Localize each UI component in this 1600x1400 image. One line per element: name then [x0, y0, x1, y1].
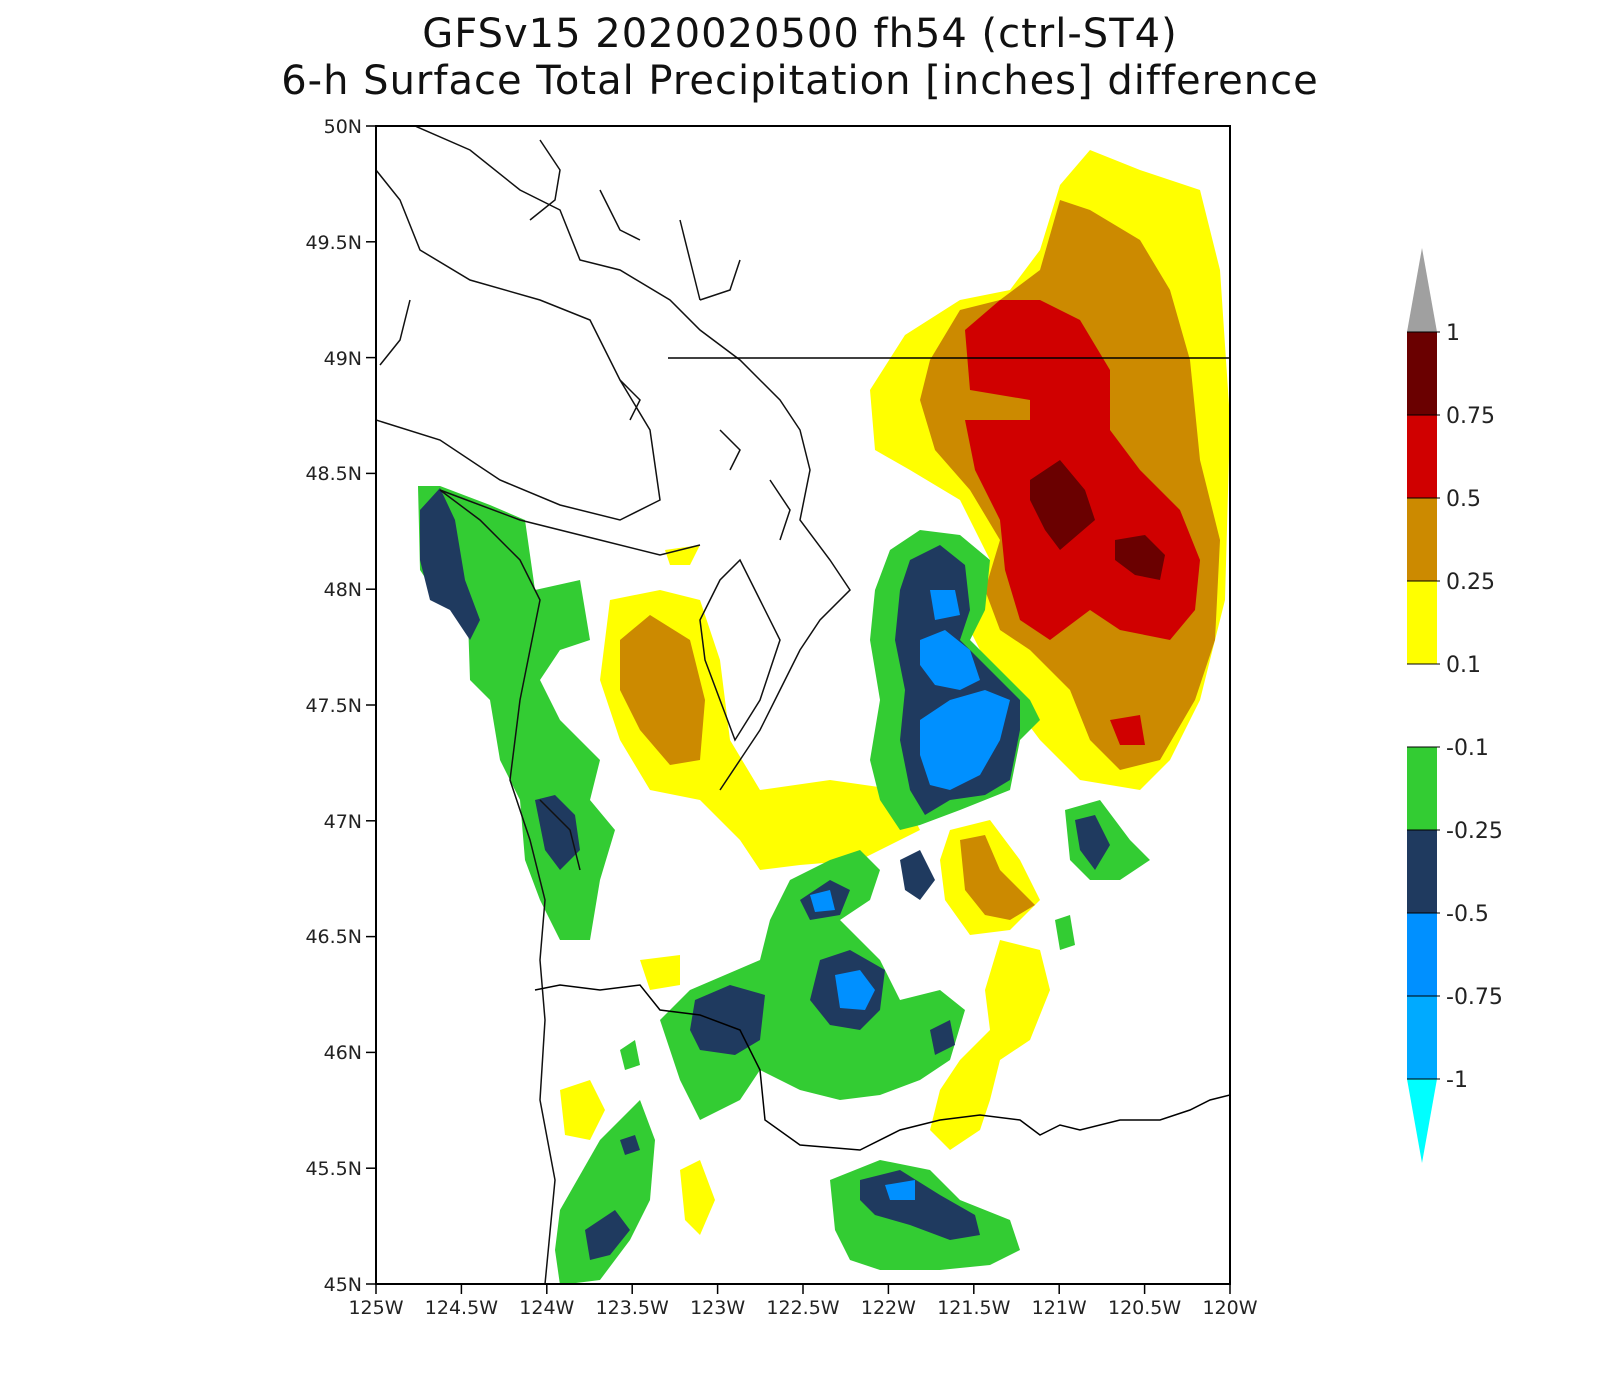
colorbar-label: 0.25	[1446, 570, 1495, 595]
contour-darkred-2	[1115, 535, 1165, 580]
y-tick-label: 49N	[324, 348, 362, 370]
contour-blue-cascades-1	[920, 630, 980, 690]
colorbar-label: 1	[1446, 321, 1460, 346]
colorbar-swatch	[1407, 996, 1437, 1079]
contour-yellow-or-2	[680, 1160, 715, 1235]
y-tick-labels: 45N 45.5N 46N 46.5N 47N 47.5N 48N 48.5N …	[305, 116, 362, 1296]
contour-blue-south	[835, 970, 875, 1010]
colorbar-label: 0.5	[1446, 487, 1481, 512]
coastline-olympic-coast	[439, 489, 556, 1284]
coastline-sound-9	[539, 799, 581, 871]
colorbar-swatch	[1407, 581, 1437, 664]
colorbar-under-triangle	[1407, 1079, 1437, 1163]
colorbar-swatch	[1407, 913, 1437, 996]
colorbar-label: -0.25	[1446, 819, 1503, 844]
contour-darkred-1	[1030, 460, 1095, 550]
x-tick-label: 122.5W	[766, 1297, 839, 1319]
coastline-juan-de-fuca	[439, 489, 701, 556]
political-borders	[534, 357, 1230, 1151]
coastline-sound-7	[719, 429, 741, 471]
y-tick-label: 48N	[324, 579, 362, 601]
y-tick-label: 47.5N	[305, 695, 362, 717]
colorbar-label: -0.75	[1446, 985, 1503, 1010]
contour-navy-south-4	[900, 850, 935, 900]
x-tick-label: 123W	[690, 1297, 745, 1319]
colorbar-label: -1	[1446, 1068, 1468, 1093]
x-tick-labels: 125W 124.5W 124W 123.5W 123W 122.5W 122W…	[348, 1297, 1257, 1319]
x-tick-label: 120W	[1202, 1297, 1257, 1319]
contour-navy-coast-2	[535, 795, 580, 870]
x-tick-label: 124.5W	[425, 1297, 498, 1319]
x-tick-label: 121.5W	[937, 1297, 1010, 1319]
x-axis	[375, 1284, 1231, 1294]
contour-orange-central	[960, 835, 1035, 920]
x-tick-label: 122W	[861, 1297, 916, 1319]
y-tick-label: 46.5N	[305, 926, 362, 948]
colorbar-swatch	[1407, 747, 1437, 830]
y-tick-label: 49.5N	[305, 232, 362, 254]
y-tick-label: 45N	[324, 1274, 362, 1296]
coastline-sound-8	[769, 479, 791, 541]
precip-field	[418, 150, 1230, 1284]
contour-yellow-or-1	[560, 1080, 605, 1140]
title-line-2: 6-h Surface Total Precipitation [inches]…	[281, 58, 1319, 104]
y-tick-label: 47N	[324, 811, 362, 833]
coastline-sound-6	[619, 379, 641, 421]
contour-navy-or-2	[620, 1135, 640, 1155]
colorbar-over-triangle	[1407, 248, 1437, 332]
y-tick-label: 45.5N	[305, 1158, 362, 1180]
x-tick-label: 121W	[1032, 1297, 1087, 1319]
contour-blue-or-3	[885, 1180, 915, 1200]
y-tick-label: 48.5N	[305, 463, 362, 485]
coastline-sound-3	[679, 219, 701, 301]
title-line-1: GFSv15 2020020500 fh54 (ctrl-ST4)	[422, 11, 1178, 57]
contour-navy-south-1	[690, 985, 765, 1055]
coastline-sound-5	[379, 299, 411, 366]
contour-yellow-se	[930, 940, 1050, 1150]
coastline-bc-mainland	[414, 126, 851, 791]
coastline-sound-1	[529, 139, 561, 221]
contour-navy-south-5	[930, 1020, 955, 1055]
coastline-vancouver-island	[376, 169, 661, 521]
contour-yellow-small-2	[665, 545, 700, 565]
x-tick-label: 125W	[348, 1297, 403, 1319]
coastlines	[376, 126, 851, 1284]
contour-blue-cascades-2	[930, 590, 960, 620]
coastline-sound-2	[599, 189, 641, 241]
x-tick-label: 124W	[519, 1297, 574, 1319]
wa-or-border	[534, 984, 1230, 1151]
y-tick-label: 46N	[324, 1042, 362, 1064]
x-tick-label: 120.5W	[1108, 1297, 1181, 1319]
contour-blue-cascades-3	[920, 690, 1010, 790]
colorbar: 1 0.75 0.5 0.25 0.1 -0.1 -0.25 -0.5 -0.7…	[1407, 248, 1503, 1163]
contour-orange-olympic	[620, 615, 705, 765]
contour-red-small	[1110, 715, 1145, 745]
y-axis	[366, 125, 376, 1285]
colorbar-swatch	[1407, 415, 1437, 498]
colorbar-label: -0.5	[1446, 902, 1489, 927]
contour-yellow-small-1	[640, 955, 680, 990]
x-tick-label: 123.5W	[596, 1297, 669, 1319]
contour-navy-coast-1	[420, 488, 480, 640]
contour-navy-east-2	[1075, 815, 1110, 870]
colorbar-label: -0.1	[1446, 736, 1489, 761]
coastline-puget-sound	[699, 558, 781, 742]
colorbar-label: 0.1	[1446, 653, 1481, 678]
contour-blue-south-2	[810, 890, 835, 912]
contour-green-small-2	[620, 1040, 640, 1070]
coastline-sound-4	[699, 259, 741, 301]
colorbar-swatch	[1407, 664, 1437, 747]
colorbar-swatch	[1407, 498, 1437, 581]
colorbar-swatch	[1407, 830, 1437, 913]
y-tick-label: 50N	[324, 116, 362, 138]
colorbar-label: 0.75	[1446, 404, 1495, 429]
colorbar-swatch	[1407, 332, 1437, 415]
contour-green-small-1	[1055, 915, 1075, 950]
contour-navy-or-1	[585, 1210, 630, 1260]
